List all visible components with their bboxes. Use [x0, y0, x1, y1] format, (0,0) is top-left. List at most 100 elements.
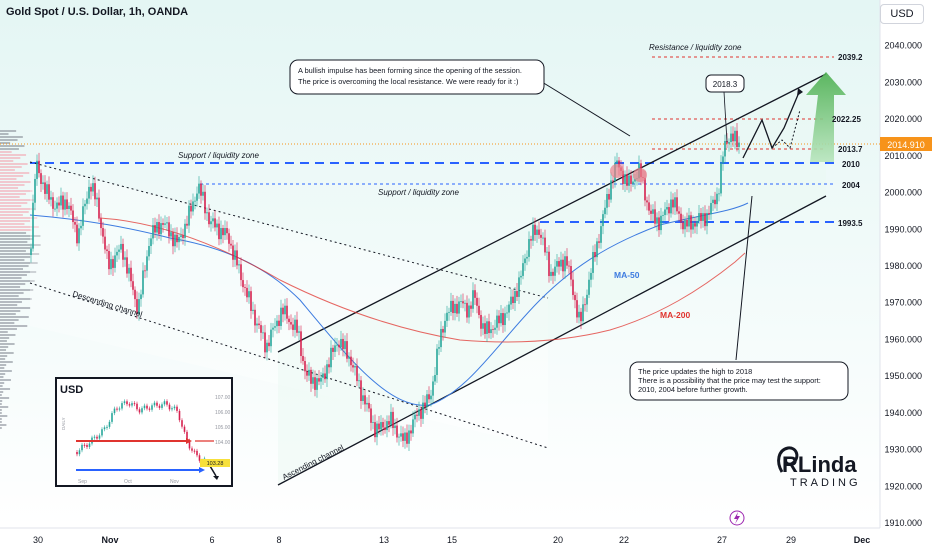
time-axis[interactable]: 30 Nov 6 8 13 15 20 22 27 29 Dec	[33, 535, 870, 545]
volume-bar	[0, 265, 29, 267]
candle-body	[254, 309, 256, 326]
candle-body	[128, 267, 130, 274]
y-tick-label: 1980.000	[884, 261, 922, 271]
candle-body	[334, 345, 336, 352]
ascending-channel-lower	[277, 195, 827, 486]
candle-body	[530, 239, 532, 241]
candle-body	[424, 402, 426, 408]
candle-body	[624, 174, 626, 184]
inset-candle-body	[83, 444, 86, 446]
candle-body	[84, 203, 86, 207]
candle-body	[480, 314, 482, 329]
candle-body	[102, 228, 104, 237]
volume-bar	[0, 310, 21, 312]
candle-body	[76, 224, 78, 244]
candle-body	[586, 294, 588, 305]
candle-body	[462, 301, 464, 304]
candle-body	[546, 251, 548, 253]
inset-xtick-2: Nov	[170, 479, 179, 485]
candle-body	[74, 222, 76, 225]
volume-bar	[0, 376, 4, 378]
y-tick-label: 1910.000	[884, 518, 922, 528]
volume-bar	[0, 181, 31, 183]
candle-body	[222, 228, 224, 236]
candle-body	[580, 311, 582, 322]
level-label-2013.7: 2013.7	[838, 145, 863, 154]
candle-body	[338, 344, 340, 348]
candle-body	[602, 214, 604, 227]
inset-candle-body	[143, 405, 146, 409]
price-axis[interactable]: 2040.000 2030.000 2020.000 2010.000 2000.000…	[884, 41, 922, 528]
x-tick-label: 30	[33, 535, 43, 545]
x-tick-label: 13	[379, 535, 389, 545]
volume-bar	[0, 223, 25, 225]
candle-body	[430, 395, 432, 400]
candle-body	[186, 223, 188, 226]
candle-body	[30, 248, 32, 255]
level-label-2010: 2010	[842, 160, 860, 169]
callout-top-line2: The price is overcoming the local resist…	[298, 77, 518, 86]
candle-body	[436, 348, 438, 375]
currency-button[interactable]: USD	[880, 4, 924, 24]
candle-body	[712, 199, 714, 203]
candle-body	[428, 394, 430, 400]
volume-bar	[0, 328, 17, 330]
candle-body	[282, 307, 284, 315]
candle-body	[64, 199, 66, 210]
candle-body	[310, 369, 312, 384]
x-tick-label: Nov	[101, 535, 118, 545]
volume-bar	[0, 427, 2, 429]
x-tick-label: 15	[447, 535, 457, 545]
candle-body	[404, 432, 406, 441]
candle-body	[262, 332, 264, 334]
volume-bar	[0, 421, 2, 423]
inset-candle-body	[146, 405, 148, 409]
candle-body	[514, 291, 516, 304]
candle-body	[626, 174, 628, 186]
candle-body	[308, 369, 310, 376]
candle-body	[32, 202, 34, 249]
candle-body	[394, 425, 396, 429]
volume-bar	[0, 298, 32, 300]
inset-candle-body	[163, 401, 166, 405]
inset-candle-body	[106, 426, 108, 428]
candle-body	[140, 294, 142, 300]
candle-body	[700, 213, 702, 221]
candle-body	[582, 304, 584, 322]
candle-body	[672, 199, 674, 208]
candle-body	[56, 202, 58, 209]
candle-body	[474, 290, 476, 298]
volume-bar	[0, 175, 24, 177]
candle-body	[590, 272, 592, 280]
inset-candle-body	[178, 410, 181, 421]
candle-body	[350, 356, 352, 366]
candle-body	[664, 209, 666, 216]
candle-body	[290, 322, 292, 325]
volume-bar	[0, 133, 9, 135]
candle-body	[306, 371, 308, 376]
candle-body	[264, 332, 266, 353]
volume-bar	[0, 418, 2, 420]
inset-candles	[76, 399, 206, 464]
candle-body	[170, 232, 172, 237]
volume-bar	[0, 367, 5, 369]
volume-bar	[0, 307, 31, 309]
candle-body	[348, 356, 350, 359]
candle-body	[342, 338, 344, 350]
y-tick-label: 1990.000	[884, 224, 922, 234]
candle-body	[224, 228, 226, 236]
candle-body	[548, 251, 550, 277]
peak-label-box	[705, 74, 745, 93]
candle-body	[150, 238, 152, 246]
candle-body	[420, 409, 422, 419]
volume-bar	[0, 247, 32, 249]
candle-body	[598, 241, 600, 243]
volume-bar	[0, 412, 2, 414]
candle-body	[612, 180, 614, 182]
candle-body	[466, 302, 468, 318]
candle-body	[418, 409, 420, 416]
candle-body	[574, 295, 576, 301]
volume-bar	[0, 394, 2, 396]
peak-leader	[723, 91, 728, 143]
